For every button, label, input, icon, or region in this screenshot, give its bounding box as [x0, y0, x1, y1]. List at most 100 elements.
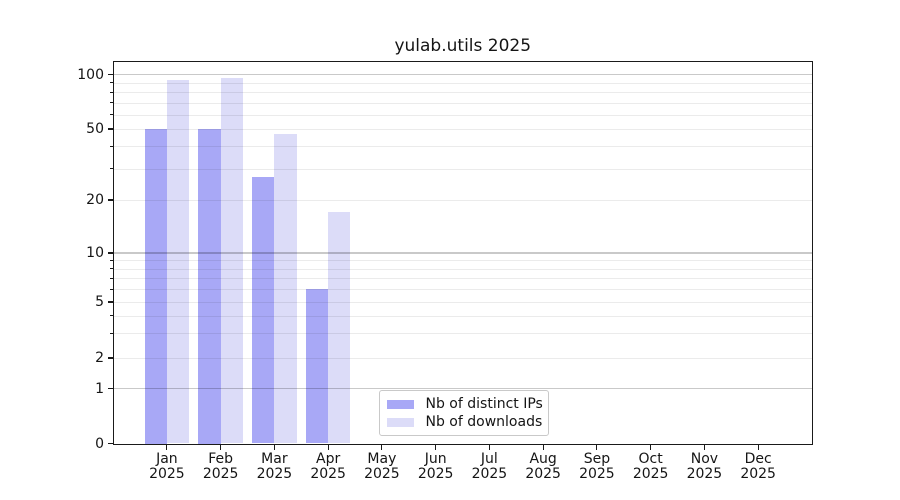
- x-tick-year: 2025: [740, 465, 776, 482]
- y-minor-tick-mark: [110, 168, 113, 170]
- x-tick-label: Mar 2025: [257, 452, 293, 481]
- x-tick-month: Jun: [424, 451, 447, 467]
- y-tick-mark: [108, 442, 113, 445]
- minor-gridline: [113, 82, 812, 84]
- x-tick-label: Apr 2025: [310, 452, 346, 481]
- y-tick-label: 20: [86, 192, 104, 208]
- minor-gridline: [113, 333, 812, 335]
- x-tick-year: 2025: [364, 465, 400, 482]
- y-minor-tick-mark: [110, 102, 113, 104]
- minor-gridline: [113, 358, 812, 359]
- x-tick-year: 2025: [149, 465, 185, 482]
- x-tick-month: May: [367, 451, 397, 467]
- y-tick-label: 2: [95, 350, 104, 366]
- x-tick-label: Aug 2025: [525, 452, 561, 481]
- y-minor-tick-mark: [110, 114, 113, 116]
- y-tick-label: 10: [86, 245, 104, 261]
- bar-apr-downloads: [328, 212, 351, 444]
- x-tick-year: 2025: [579, 465, 615, 482]
- x-tick-month: Mar: [261, 451, 288, 467]
- y-minor-tick-mark: [110, 82, 113, 84]
- bar-mar-distinct-ips: [252, 176, 275, 444]
- x-tick-month: Nov: [690, 451, 719, 467]
- y-tick-label: 0: [95, 435, 104, 452]
- x-tick-month: Jul: [480, 451, 498, 467]
- legend-swatch: [386, 417, 414, 427]
- y-tick-mark: [108, 73, 113, 76]
- minor-gridline: [113, 92, 812, 94]
- minor-gridline: [113, 268, 812, 270]
- x-tick-mark: [381, 445, 383, 450]
- minor-gridline: [113, 200, 812, 201]
- y-tick-mark: [108, 199, 113, 201]
- x-tick-year: 2025: [471, 465, 508, 482]
- y-tick-label: 5: [95, 294, 104, 310]
- x-tick-month: Aug: [529, 451, 557, 467]
- legend-label: Nb of downloads: [425, 414, 543, 430]
- bar-jan-distinct-ips: [144, 129, 167, 444]
- major-gridline: [113, 73, 812, 76]
- y-minor-tick-mark: [110, 91, 113, 93]
- minor-gridline: [113, 278, 812, 280]
- x-tick-label: Jan 2025: [149, 452, 185, 481]
- x-tick-mark: [435, 445, 437, 450]
- chart-title: yulab.utils 2025: [394, 36, 532, 56]
- y-tick-label: 100: [77, 66, 104, 83]
- minor-gridline: [113, 114, 812, 116]
- x-tick-year: 2025: [686, 465, 723, 482]
- y-minor-tick-mark: [110, 268, 113, 270]
- legend-item: Nb of downloads: [386, 413, 542, 431]
- x-tick-year: 2025: [525, 465, 561, 482]
- legend-item: Nb of distinct IPs: [386, 395, 543, 413]
- y-tick-mark: [108, 357, 113, 359]
- x-tick-mark: [542, 445, 544, 450]
- minor-gridline: [113, 102, 812, 104]
- bar-jan-downloads: [166, 80, 190, 444]
- x-tick-mark: [220, 445, 222, 450]
- y-tick-label: 50: [86, 121, 104, 137]
- x-tick-label: Feb 2025: [203, 452, 239, 481]
- x-tick-month: Oct: [638, 451, 663, 467]
- y-minor-tick-mark: [110, 288, 113, 290]
- minor-gridline: [113, 168, 812, 170]
- x-tick-month: Dec: [744, 451, 772, 467]
- y-tick-mark: [108, 301, 113, 303]
- bar-feb-downloads: [220, 77, 243, 444]
- y-tick-label: 1: [95, 380, 104, 397]
- x-tick-year: 2025: [310, 465, 346, 482]
- x-tick-year: 2025: [417, 465, 454, 482]
- x-tick-mark: [273, 445, 275, 450]
- bar-mar-downloads: [274, 133, 297, 444]
- minor-gridline: [113, 146, 812, 148]
- x-tick-label: Sep 2025: [579, 452, 615, 481]
- y-tick-mark: [108, 252, 113, 254]
- minor-gridline: [113, 315, 812, 317]
- x-tick-mark: [488, 445, 490, 450]
- x-tick-year: 2025: [202, 465, 239, 482]
- x-tick-label: Oct 2025: [633, 452, 669, 481]
- x-tick-label: May 2025: [364, 452, 400, 481]
- y-minor-tick-mark: [110, 332, 113, 334]
- minor-gridline: [113, 302, 812, 303]
- minor-gridline: [113, 129, 812, 130]
- y-minor-tick-mark: [110, 259, 113, 261]
- x-tick-year: 2025: [632, 465, 669, 482]
- minor-gridline: [113, 260, 812, 262]
- x-tick-label: Dec 2025: [740, 452, 776, 481]
- x-tick-mark: [596, 445, 598, 450]
- x-tick-mark: [327, 445, 329, 450]
- x-tick-month: Jan: [156, 451, 178, 467]
- x-tick-label: Nov 2025: [687, 452, 723, 481]
- legend: Nb of distinct IPs Nb of downloads: [378, 390, 549, 436]
- x-tick-mark: [650, 445, 652, 450]
- minor-gridline: [113, 289, 812, 291]
- major-gridline: [113, 252, 812, 254]
- x-tick-label: Jun 2025: [418, 452, 454, 481]
- x-tick-label: Jul 2025: [472, 452, 508, 481]
- y-minor-tick-mark: [110, 145, 113, 147]
- y-minor-tick-mark: [110, 277, 113, 279]
- plot-frame: [112, 60, 813, 445]
- y-minor-tick-mark: [110, 315, 113, 317]
- legend-swatch: [386, 399, 414, 409]
